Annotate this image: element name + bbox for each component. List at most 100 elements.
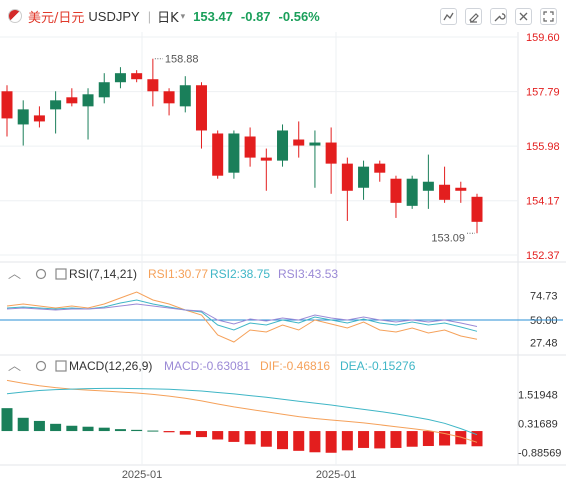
rsi-tick-label: 27.48 xyxy=(530,338,558,350)
macd-histogram-bar[interactable] xyxy=(439,431,451,446)
compare-button[interactable] xyxy=(515,8,532,25)
rsi3-legend: RSI3:43.53 xyxy=(278,267,338,281)
header-divider: | xyxy=(147,8,152,24)
candle-body[interactable] xyxy=(131,73,143,80)
settings-button[interactable] xyxy=(490,8,507,25)
candle-body[interactable] xyxy=(325,142,337,164)
candle-body[interactable] xyxy=(179,85,191,107)
indicator-icon xyxy=(443,12,454,21)
macd-histogram-bar[interactable] xyxy=(163,431,175,433)
macd-histogram-bar[interactable] xyxy=(325,431,337,453)
price-tick-label: 155.98 xyxy=(526,141,560,153)
candle-body[interactable] xyxy=(33,115,45,122)
macd-histogram-bar[interactable] xyxy=(17,417,29,432)
candle-body[interactable] xyxy=(358,166,370,188)
macd-histogram-bar[interactable] xyxy=(114,429,126,432)
macd-histogram-bar[interactable] xyxy=(131,429,143,432)
macd-params-icon[interactable] xyxy=(55,360,67,372)
macd-histogram-bar[interactable] xyxy=(390,431,402,448)
macd-histogram-bar[interactable] xyxy=(66,425,78,432)
fullscreen-button[interactable] xyxy=(540,8,557,25)
candle-body[interactable] xyxy=(17,109,29,125)
candle-body[interactable] xyxy=(244,136,256,158)
candle-body[interactable] xyxy=(212,133,224,176)
macd-histogram-bar[interactable] xyxy=(358,431,370,448)
macd-histogram-bar[interactable] xyxy=(341,431,353,451)
rsi1-legend: RSI1:30.77 xyxy=(148,267,208,281)
macd-histogram-bar[interactable] xyxy=(1,408,13,432)
rsi-params-icon[interactable] xyxy=(55,268,67,280)
symbol-name[interactable]: 美元/日元 xyxy=(28,10,85,26)
price-change: -0.87 xyxy=(240,8,271,24)
period-dropdown-icon[interactable]: ▾ xyxy=(180,10,186,21)
dif-legend: DIF:-0.46816 xyxy=(260,359,330,373)
price-tick-label: 152.37 xyxy=(526,250,560,262)
draw-button[interactable] xyxy=(465,8,482,25)
indicator-button[interactable] xyxy=(440,8,457,25)
candle-body[interactable] xyxy=(341,163,353,191)
candle-body[interactable] xyxy=(422,181,434,191)
macd-histogram-bar[interactable] xyxy=(212,431,224,440)
candle-body[interactable] xyxy=(439,184,451,200)
rsi-tick-label: 50.00 xyxy=(530,315,558,327)
macd-histogram-bar[interactable] xyxy=(244,431,256,445)
price-tick-label: 157.79 xyxy=(526,87,560,99)
rsi-tick-label: 74.73 xyxy=(530,290,558,302)
macd-histogram-bar[interactable] xyxy=(293,431,305,451)
macd-histogram-bar[interactable] xyxy=(277,431,289,450)
rsi-line-rsi2 xyxy=(6,299,478,332)
candle-body[interactable] xyxy=(471,196,483,222)
macd-tick-label: -0.88569 xyxy=(518,447,561,459)
x-axis-label: 2025-01 xyxy=(316,469,356,481)
macd-histogram-bar[interactable] xyxy=(228,431,240,442)
candle-body[interactable] xyxy=(114,73,126,83)
macd-histogram-bar[interactable] xyxy=(406,431,418,447)
candle-body[interactable] xyxy=(98,82,110,98)
candle-body[interactable] xyxy=(66,97,78,104)
macd-histogram-bar[interactable] xyxy=(82,426,94,432)
period-selector[interactable]: 日K xyxy=(157,10,179,26)
candle-body[interactable] xyxy=(1,91,13,119)
candle-body[interactable] xyxy=(390,178,402,203)
macd-collapse-icon[interactable]: ︿ xyxy=(8,358,21,373)
last-price: 153.47 xyxy=(193,8,233,24)
macd-histogram-bar[interactable] xyxy=(260,431,272,447)
macd-histogram-bar[interactable] xyxy=(98,427,110,432)
candle-body[interactable] xyxy=(228,133,240,173)
macd-legend-title: MACD(12,26,9) xyxy=(69,359,152,373)
rsi-collapse-icon[interactable]: ︿ xyxy=(8,266,21,281)
candle-body[interactable] xyxy=(82,94,94,107)
macd-value-legend: MACD:-0.63081 xyxy=(164,359,250,373)
candle-body[interactable] xyxy=(406,178,418,206)
rsi-line-rsi3 xyxy=(6,303,478,327)
macd-histogram-bar[interactable] xyxy=(179,431,191,435)
wrench-icon xyxy=(494,13,506,22)
price-tick-label: 159.60 xyxy=(526,32,560,44)
macd-histogram-bar[interactable] xyxy=(422,431,434,447)
macd-histogram-bar[interactable] xyxy=(195,431,207,438)
macd-histogram-bar[interactable] xyxy=(147,430,159,432)
high-price-label: 158.88 xyxy=(165,54,199,66)
macd-histogram-bar[interactable] xyxy=(374,431,386,449)
candle-body[interactable] xyxy=(374,163,386,173)
candle-body[interactable] xyxy=(163,91,175,104)
macd-histogram-bar[interactable] xyxy=(309,431,321,453)
candle-body[interactable] xyxy=(277,130,289,161)
macd-histogram-bar[interactable] xyxy=(471,431,483,447)
price-tick-label: 154.17 xyxy=(526,196,560,208)
candle-body[interactable] xyxy=(147,79,159,92)
rsi-settings-icon[interactable] xyxy=(35,268,47,280)
candle-body[interactable] xyxy=(293,139,305,146)
macd-histogram-bar[interactable] xyxy=(455,431,467,445)
macd-settings-icon[interactable] xyxy=(35,360,47,372)
candle-body[interactable] xyxy=(309,142,321,146)
macd-histogram-bar[interactable] xyxy=(33,420,45,432)
macd-histogram-bar[interactable] xyxy=(50,423,62,432)
candle-body[interactable] xyxy=(260,157,272,161)
candle-body[interactable] xyxy=(455,187,467,191)
candle-body[interactable] xyxy=(195,85,207,131)
low-price-label: 153.09 xyxy=(431,232,465,244)
candle-body[interactable] xyxy=(50,100,62,110)
macd-tick-label: 1.51948 xyxy=(518,389,558,401)
